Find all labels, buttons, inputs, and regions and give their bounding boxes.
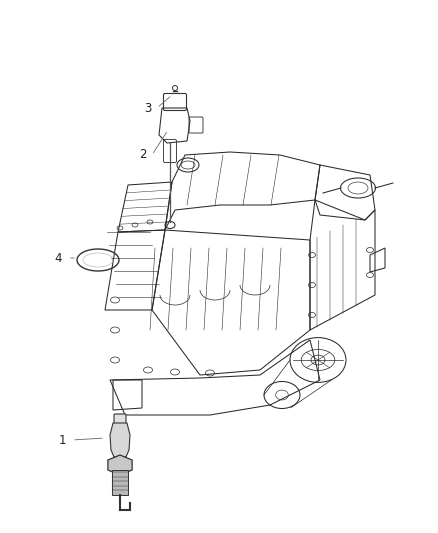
Ellipse shape	[173, 85, 177, 91]
Text: 1: 1	[58, 433, 66, 447]
Text: 4: 4	[54, 252, 62, 264]
Text: 3: 3	[144, 101, 152, 115]
Polygon shape	[112, 470, 128, 495]
Polygon shape	[110, 423, 130, 457]
Polygon shape	[108, 455, 132, 475]
Text: 2: 2	[139, 149, 147, 161]
FancyBboxPatch shape	[114, 414, 126, 424]
